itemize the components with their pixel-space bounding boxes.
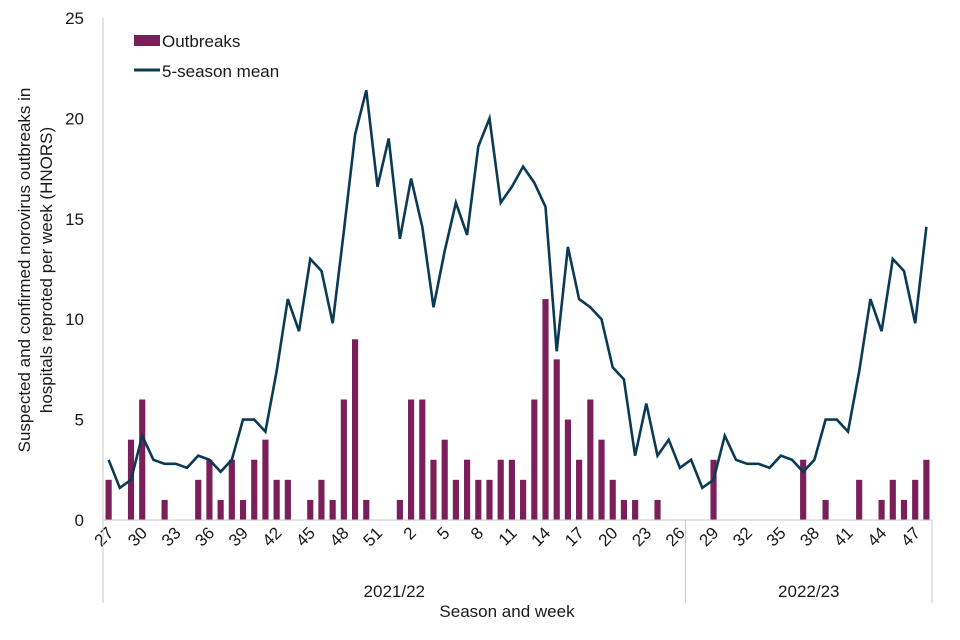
x-tick-label: 35 xyxy=(763,523,790,550)
bar-outbreaks xyxy=(351,339,359,520)
x-tick-label: 30 xyxy=(124,523,151,550)
bar-outbreaks xyxy=(195,479,202,520)
x-tick-label: 5 xyxy=(433,523,453,543)
bar-outbreaks xyxy=(587,399,594,520)
bar-outbreaks xyxy=(486,479,493,520)
x-tick-label: 47 xyxy=(897,523,924,550)
bar-outbreaks xyxy=(531,399,538,520)
x-tick-label: 26 xyxy=(662,523,689,550)
bar-outbreaks xyxy=(262,439,269,520)
bar-outbreaks xyxy=(452,479,459,520)
x-tick-label: 33 xyxy=(158,523,185,550)
season-label: 2021/22 xyxy=(364,582,425,601)
bar-outbreaks xyxy=(217,499,224,520)
bar-outbreaks xyxy=(508,459,515,520)
bar-outbreaks xyxy=(520,479,527,520)
y-axis-title-line-2: hospitals reproted per week (HNORS) xyxy=(37,127,56,413)
bar-outbreaks xyxy=(609,479,616,520)
y-axis-title: Suspected and confirmed norovirus outbre… xyxy=(15,88,56,453)
bar-outbreaks xyxy=(598,439,605,520)
bar-outbreaks xyxy=(329,499,336,520)
x-tick-label: 8 xyxy=(467,523,487,543)
bar-outbreaks xyxy=(878,499,885,520)
bar-outbreaks xyxy=(407,399,415,520)
x-tick-label: 27 xyxy=(91,523,118,550)
bar-outbreaks xyxy=(273,479,280,520)
bar-outbreaks xyxy=(856,479,863,520)
bar-outbreaks xyxy=(912,479,919,520)
x-tick-label: 14 xyxy=(528,523,555,550)
bar-outbreaks xyxy=(576,459,583,520)
bar-outbreaks xyxy=(419,399,426,520)
legend-label-5-season-mean: 5-season mean xyxy=(162,62,279,81)
x-tick-label: 39 xyxy=(225,523,252,550)
bar-outbreaks xyxy=(430,459,437,520)
bar-outbreaks xyxy=(889,479,896,520)
x-axis-title: Season and week xyxy=(439,602,575,621)
bar-outbreaks xyxy=(822,499,829,520)
x-tick-label: 51 xyxy=(359,523,386,550)
bar-outbreaks xyxy=(239,499,247,520)
bar-outbreaks xyxy=(251,459,258,520)
bar-outbreaks xyxy=(497,459,504,520)
bar-outbreaks xyxy=(307,499,314,520)
y-tick-label: 10 xyxy=(65,310,84,329)
bar-outbreaks xyxy=(318,479,325,520)
bar-outbreaks xyxy=(206,459,213,520)
x-tick-label: 42 xyxy=(259,523,286,550)
season-label: 2022/23 xyxy=(778,582,839,601)
bar-outbreaks xyxy=(710,459,717,520)
y-tick-label: 20 xyxy=(65,109,84,128)
y-tick-label: 5 xyxy=(75,411,84,430)
bar-outbreaks xyxy=(620,499,628,520)
bar-outbreaks xyxy=(228,459,235,520)
bar-outbreaks xyxy=(632,499,639,520)
x-tick-label: 29 xyxy=(696,523,723,550)
bar-outbreaks xyxy=(475,479,482,520)
x-axis: 27 30 33 36 39 42 45 48 51 2 5 8 11 14 17 20 23 26 2021/22… xyxy=(91,520,933,603)
x-tick-label: 11 xyxy=(495,523,521,549)
bar-outbreaks xyxy=(139,399,146,520)
x-tick-label: 41 xyxy=(830,523,857,550)
bar-outbreaks xyxy=(363,499,370,520)
bar-outbreaks xyxy=(564,419,571,520)
bar-outbreaks xyxy=(340,399,347,520)
legend-swatch-outbreaks xyxy=(134,35,160,46)
legend: Outbreaks 5-season mean xyxy=(134,32,279,81)
bar-outbreaks xyxy=(396,499,403,520)
y-tick-label: 25 xyxy=(65,9,84,28)
bar-outbreaks xyxy=(542,299,549,520)
bar-outbreaks xyxy=(284,479,291,520)
y-axis-ticks: 0 5 10 15 20 25 xyxy=(65,9,84,530)
legend-label-outbreaks: Outbreaks xyxy=(162,32,240,51)
x-tick-label: 38 xyxy=(796,523,823,550)
x-tick-label: 36 xyxy=(191,523,218,550)
x-tick-label: 45 xyxy=(292,523,319,550)
bar-outbreaks xyxy=(900,499,908,520)
bar-outbreaks xyxy=(105,479,112,520)
bar-outbreaks xyxy=(800,459,807,520)
bar-outbreaks xyxy=(654,499,661,520)
bar-outbreaks xyxy=(553,359,560,520)
x-tick-label: 48 xyxy=(326,523,353,550)
x-tick-label: 44 xyxy=(864,523,891,550)
x-tick-label: 2 xyxy=(400,523,420,543)
x-tick-label: 20 xyxy=(595,523,622,550)
bar-outbreaks xyxy=(441,439,448,520)
y-tick-label: 15 xyxy=(65,210,84,229)
x-tick-label: 32 xyxy=(729,523,756,550)
line-5-season-mean xyxy=(107,89,928,490)
plot-area xyxy=(102,18,932,521)
x-tick-label: 17 xyxy=(561,523,588,550)
bar-outbreaks xyxy=(161,499,168,520)
y-tick-label: 0 xyxy=(75,511,84,530)
x-tick-label: 23 xyxy=(628,523,655,550)
y-axis-title-line-1: Suspected and confirmed norovirus outbre… xyxy=(15,88,34,453)
bar-outbreaks xyxy=(923,459,930,520)
bar-outbreaks xyxy=(464,459,471,520)
